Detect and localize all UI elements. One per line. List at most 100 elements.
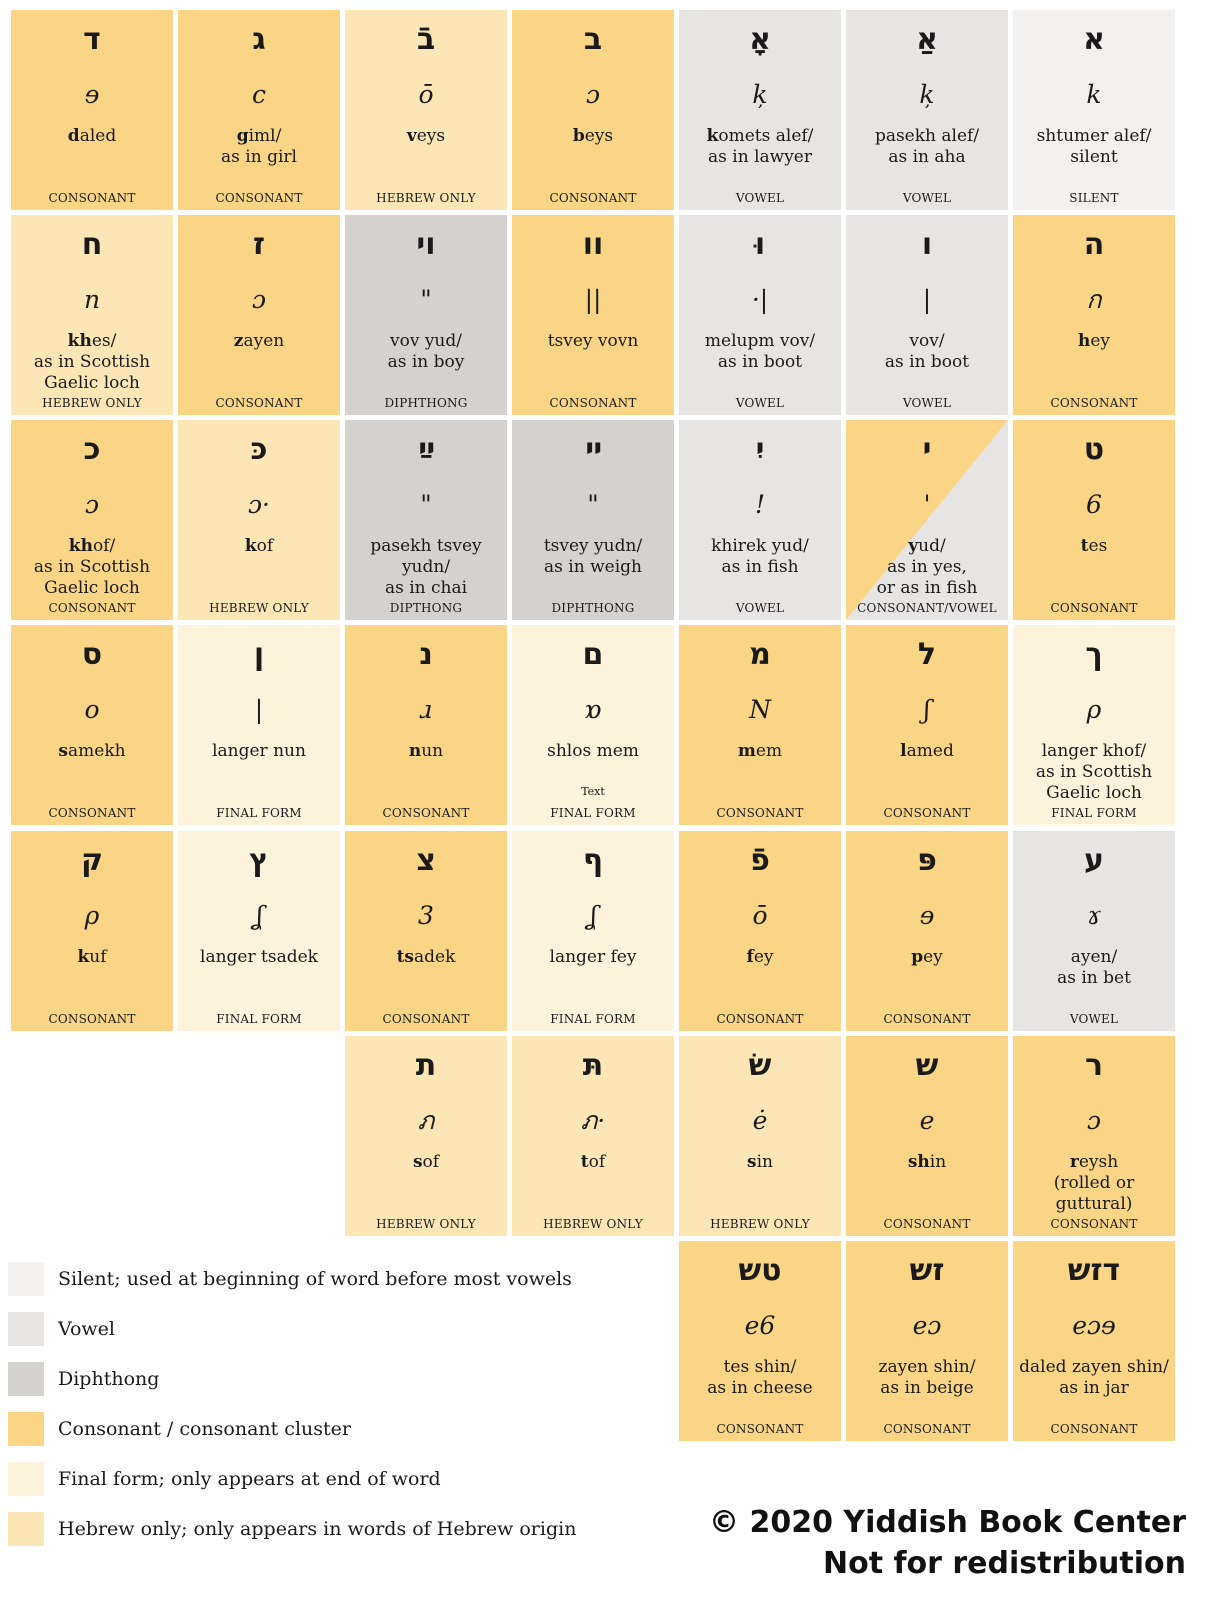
handwritten-letter: ė bbox=[752, 1106, 768, 1135]
letter-name: tsvey yudn/ as in weigh bbox=[543, 536, 643, 577]
hebrew-letter: ײַ bbox=[418, 432, 434, 467]
letter-cell: זש eɔ zayen shin/ as in beige CONSONANT bbox=[846, 1241, 1008, 1441]
category-label: CONSONANT bbox=[382, 806, 470, 820]
hebrew-letter: אַ bbox=[916, 22, 938, 57]
handwritten-letter: ō bbox=[752, 901, 768, 930]
letter-name: giml/ as in girl bbox=[221, 126, 297, 167]
handwritten-letter: ɔ bbox=[1086, 1106, 1101, 1135]
category-label: HEBREW ONLY bbox=[376, 191, 476, 205]
letter-name: tof bbox=[580, 1152, 606, 1172]
hebrew-letter: ד bbox=[83, 22, 101, 57]
handwritten-letter: " bbox=[587, 490, 599, 519]
letter-name: khof/ as in Scottish Gaelic loch bbox=[33, 536, 151, 598]
category-label: VOWEL bbox=[735, 191, 785, 205]
category-label: CONSONANT bbox=[1050, 601, 1138, 615]
letter-cell: ן | langer nun FINAL FORM bbox=[178, 625, 340, 825]
letter-cell: ז ɔ zayen CONSONANT bbox=[178, 215, 340, 415]
handwritten-letter: e6 bbox=[744, 1311, 776, 1340]
category-label: VOWEL bbox=[1069, 1012, 1119, 1026]
handwritten-letter: ķ bbox=[752, 80, 768, 109]
hebrew-letter: כ bbox=[83, 432, 101, 467]
letter-name: veys bbox=[406, 126, 446, 146]
category-label: VOWEL bbox=[902, 191, 952, 205]
category-label: CONSONANT bbox=[215, 191, 303, 205]
legend-label: Consonant / consonant cluster bbox=[58, 1418, 351, 1440]
legend-swatch bbox=[8, 1362, 44, 1396]
hebrew-letter: ך bbox=[1085, 637, 1103, 672]
letter-cell: א k shtumer alef/ silent SILENT bbox=[1013, 10, 1175, 210]
handwritten-letter: " bbox=[420, 285, 432, 314]
legend-label: Diphthong bbox=[58, 1368, 160, 1390]
letter-cell: ס o samekh CONSONANT bbox=[11, 625, 173, 825]
letter-name: daled bbox=[67, 126, 117, 146]
hebrew-letter: וו bbox=[582, 227, 604, 262]
letter-name: beys bbox=[572, 126, 614, 146]
handwritten-letter: ɔ· bbox=[248, 490, 270, 519]
hebrew-letter: ם bbox=[582, 637, 604, 672]
hebrew-letter: שׂ bbox=[748, 1048, 772, 1083]
letter-name: daled zayen shin/ as in jar bbox=[1019, 1357, 1169, 1398]
handwritten-letter: ·| bbox=[751, 285, 769, 314]
category-label: VOWEL bbox=[735, 601, 785, 615]
hebrew-letter: ס bbox=[81, 637, 103, 672]
letter-cell: דזש eɔɘ daled zayen shin/ as in jar CONSONA… bbox=[1013, 1241, 1175, 1441]
handwritten-letter: ɹ bbox=[419, 695, 433, 724]
category-label: SILENT bbox=[1069, 191, 1119, 205]
hebrew-letter: פֿ bbox=[750, 843, 770, 878]
hebrew-letter: מ bbox=[749, 637, 771, 672]
letter-cell: ש e shin CONSONANT bbox=[846, 1036, 1008, 1236]
letter-cell: ב ɔ beys CONSONANT bbox=[512, 10, 674, 210]
letter-name: langer khof/ as in Scottish Gaelic loch bbox=[1035, 741, 1153, 803]
legend-swatch bbox=[8, 1462, 44, 1496]
letter-name: khirek yud/ as in fish bbox=[711, 536, 809, 577]
letter-cell: ה ก hey CONSONANT bbox=[1013, 215, 1175, 415]
letter-name: hey bbox=[1077, 331, 1111, 351]
category-label: HEBREW ONLY bbox=[376, 1217, 476, 1231]
hebrew-letter: ץ bbox=[249, 843, 269, 878]
hebrew-letter: ף bbox=[582, 843, 604, 878]
hebrew-letter: ע bbox=[1084, 843, 1104, 878]
handwritten-letter: ɘ bbox=[84, 80, 100, 109]
handwritten-letter: || bbox=[584, 285, 602, 314]
handwritten-letter: N bbox=[749, 695, 771, 724]
letter-cell: אָ ķ komets alef/ as in lawyer VOWEL bbox=[679, 10, 841, 210]
legend-item: Vowel bbox=[8, 1312, 688, 1346]
letter-cell: ד ɘ daled CONSONANT bbox=[11, 10, 173, 210]
hebrew-letter: ה bbox=[1083, 227, 1105, 262]
category-label: CONSONANT bbox=[48, 806, 136, 820]
category-label: CONSONANT bbox=[48, 601, 136, 615]
handwritten-letter: | bbox=[922, 285, 932, 314]
letter-name: zayen shin/ as in beige bbox=[878, 1357, 976, 1398]
letter-cell: וי " vov yud/ as in boy DIPHTHONG bbox=[345, 215, 507, 415]
handwritten-letter: | bbox=[254, 695, 264, 724]
hebrew-letter: דזש bbox=[1067, 1253, 1121, 1288]
letter-cell: פּ ɘ pey CONSONANT bbox=[846, 831, 1008, 1031]
letter-cell: וּ ·| melupm vov/ as in boot VOWEL bbox=[679, 215, 841, 415]
handwritten-letter: ʃ bbox=[923, 695, 931, 724]
hebrew-letter: אָ bbox=[749, 22, 771, 57]
hebrew-letter: ו bbox=[921, 227, 933, 262]
letter-cell: ר ɔ reysh (rolled or guttural) CONSONANT bbox=[1013, 1036, 1175, 1236]
letter-name: nun bbox=[408, 741, 444, 761]
letter-cell: בֿ ō veys HEBREW ONLY bbox=[345, 10, 507, 210]
letter-name: shtumer alef/ silent bbox=[1036, 126, 1152, 167]
hebrew-letter: יִ bbox=[755, 432, 765, 467]
category-label: HEBREW ONLY bbox=[543, 1217, 643, 1231]
legend-label: Final form; only appears at end of word bbox=[58, 1468, 441, 1490]
legend-swatch bbox=[8, 1312, 44, 1346]
letter-name: mem bbox=[737, 741, 783, 761]
handwritten-letter: ภ· bbox=[580, 1106, 606, 1135]
letter-cell: ם ɒ shlos mem Text FINAL FORM bbox=[512, 625, 674, 825]
category-label: DIPTHONG bbox=[389, 601, 463, 615]
category-label: VOWEL bbox=[735, 396, 785, 410]
handwritten-letter: ก bbox=[1086, 285, 1102, 314]
category-label: HEBREW ONLY bbox=[42, 396, 142, 410]
letter-name: pasekh tsvey yudn/ as in chai bbox=[370, 536, 482, 598]
category-label: DIPHTHONG bbox=[384, 396, 468, 410]
handwritten-letter: ρ bbox=[1086, 695, 1102, 724]
letter-name: zayen bbox=[233, 331, 285, 351]
letter-name: tes bbox=[1080, 536, 1108, 556]
handwritten-letter: n bbox=[83, 285, 101, 314]
cell-note: Text bbox=[581, 785, 605, 798]
letter-name: vov yud/ as in boy bbox=[387, 331, 465, 372]
